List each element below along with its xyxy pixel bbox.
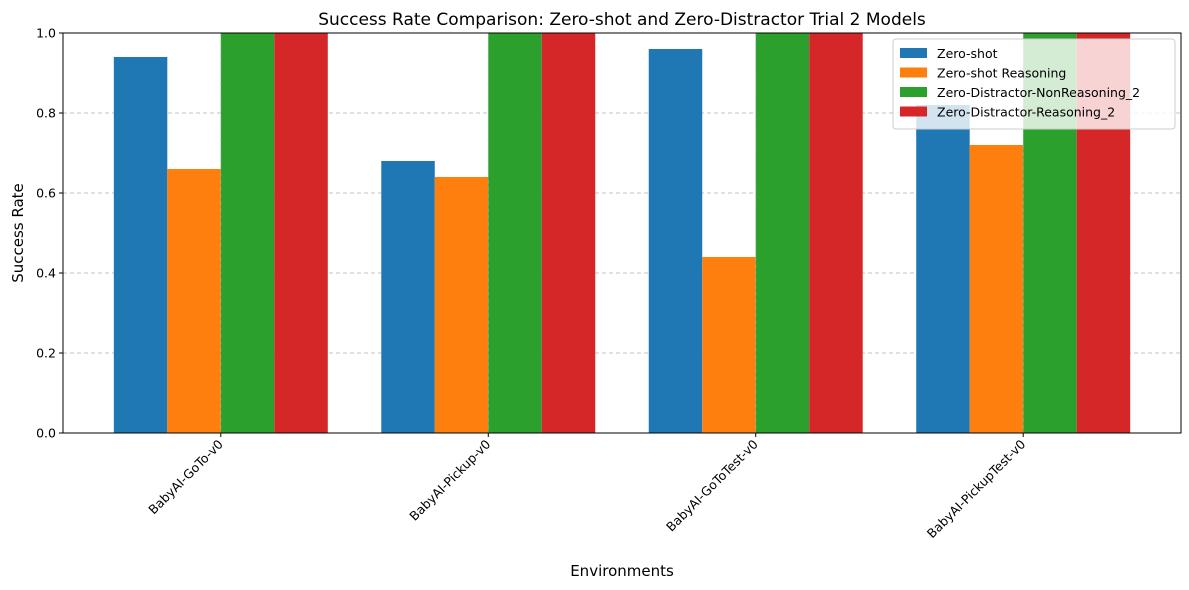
bar: [648, 49, 703, 433]
legend-swatch: [900, 87, 927, 97]
y-tick-label: 0.0: [36, 426, 56, 441]
y-tick-label: 0.4: [36, 266, 56, 281]
legend-box: [892, 38, 1176, 130]
chart-title: Success Rate Comparison: Zero-shot and Z…: [318, 10, 926, 30]
bar: [488, 33, 542, 433]
legend-swatch: [900, 48, 927, 58]
bar: [916, 105, 970, 433]
y-tick-label: 1.0: [36, 26, 56, 41]
legend: Zero-shot Zero-shot Reasoning Zero-Distrac…: [892, 38, 1176, 130]
legend-swatch: [900, 106, 927, 117]
bar: [220, 33, 275, 433]
y-axis: 0.0 0.2 0.4 0.6 0.8 1.0: [36, 26, 63, 441]
legend-entry: Zero-Distractor-Reasoning_2: [937, 105, 1115, 120]
bar: [113, 57, 168, 433]
legend-swatch: [900, 67, 927, 78]
y-tick-label: 0.2: [36, 346, 56, 361]
bar: [969, 145, 1024, 433]
bar: [755, 33, 810, 433]
y-axis-label: Success Rate: [9, 183, 27, 283]
bar: [809, 33, 863, 433]
bar: [274, 33, 328, 433]
bar: [702, 257, 756, 433]
y-tick-label: 0.6: [36, 186, 56, 201]
x-tick-label: BabyAI-GoToTest-v0: [663, 436, 761, 534]
x-tick-label: BabyAI-PickupTest-v0: [924, 436, 1029, 541]
legend-entry: Zero-shot: [937, 46, 998, 61]
legend-entry: Zero-shot Reasoning: [937, 66, 1066, 81]
x-axis: BabyAI-GoTo-v0 BabyAI-Pickup-v0 BabyAI-GoT…: [145, 433, 1028, 541]
y-tick-label: 0.8: [36, 106, 56, 121]
plot-frame: [62, 32, 1182, 434]
bar: [167, 169, 221, 433]
x-tick-label: BabyAI-Pickup-v0: [406, 436, 493, 523]
bar: [434, 177, 489, 433]
bars-group: [113, 33, 1131, 433]
x-axis-label: Environments: [570, 562, 674, 580]
legend-entry: Zero-Distractor-NonReasoning_2: [937, 85, 1140, 100]
x-tick-label: BabyAI-GoTo-v0: [145, 436, 226, 517]
bar: [381, 161, 435, 433]
bar: [541, 33, 596, 433]
